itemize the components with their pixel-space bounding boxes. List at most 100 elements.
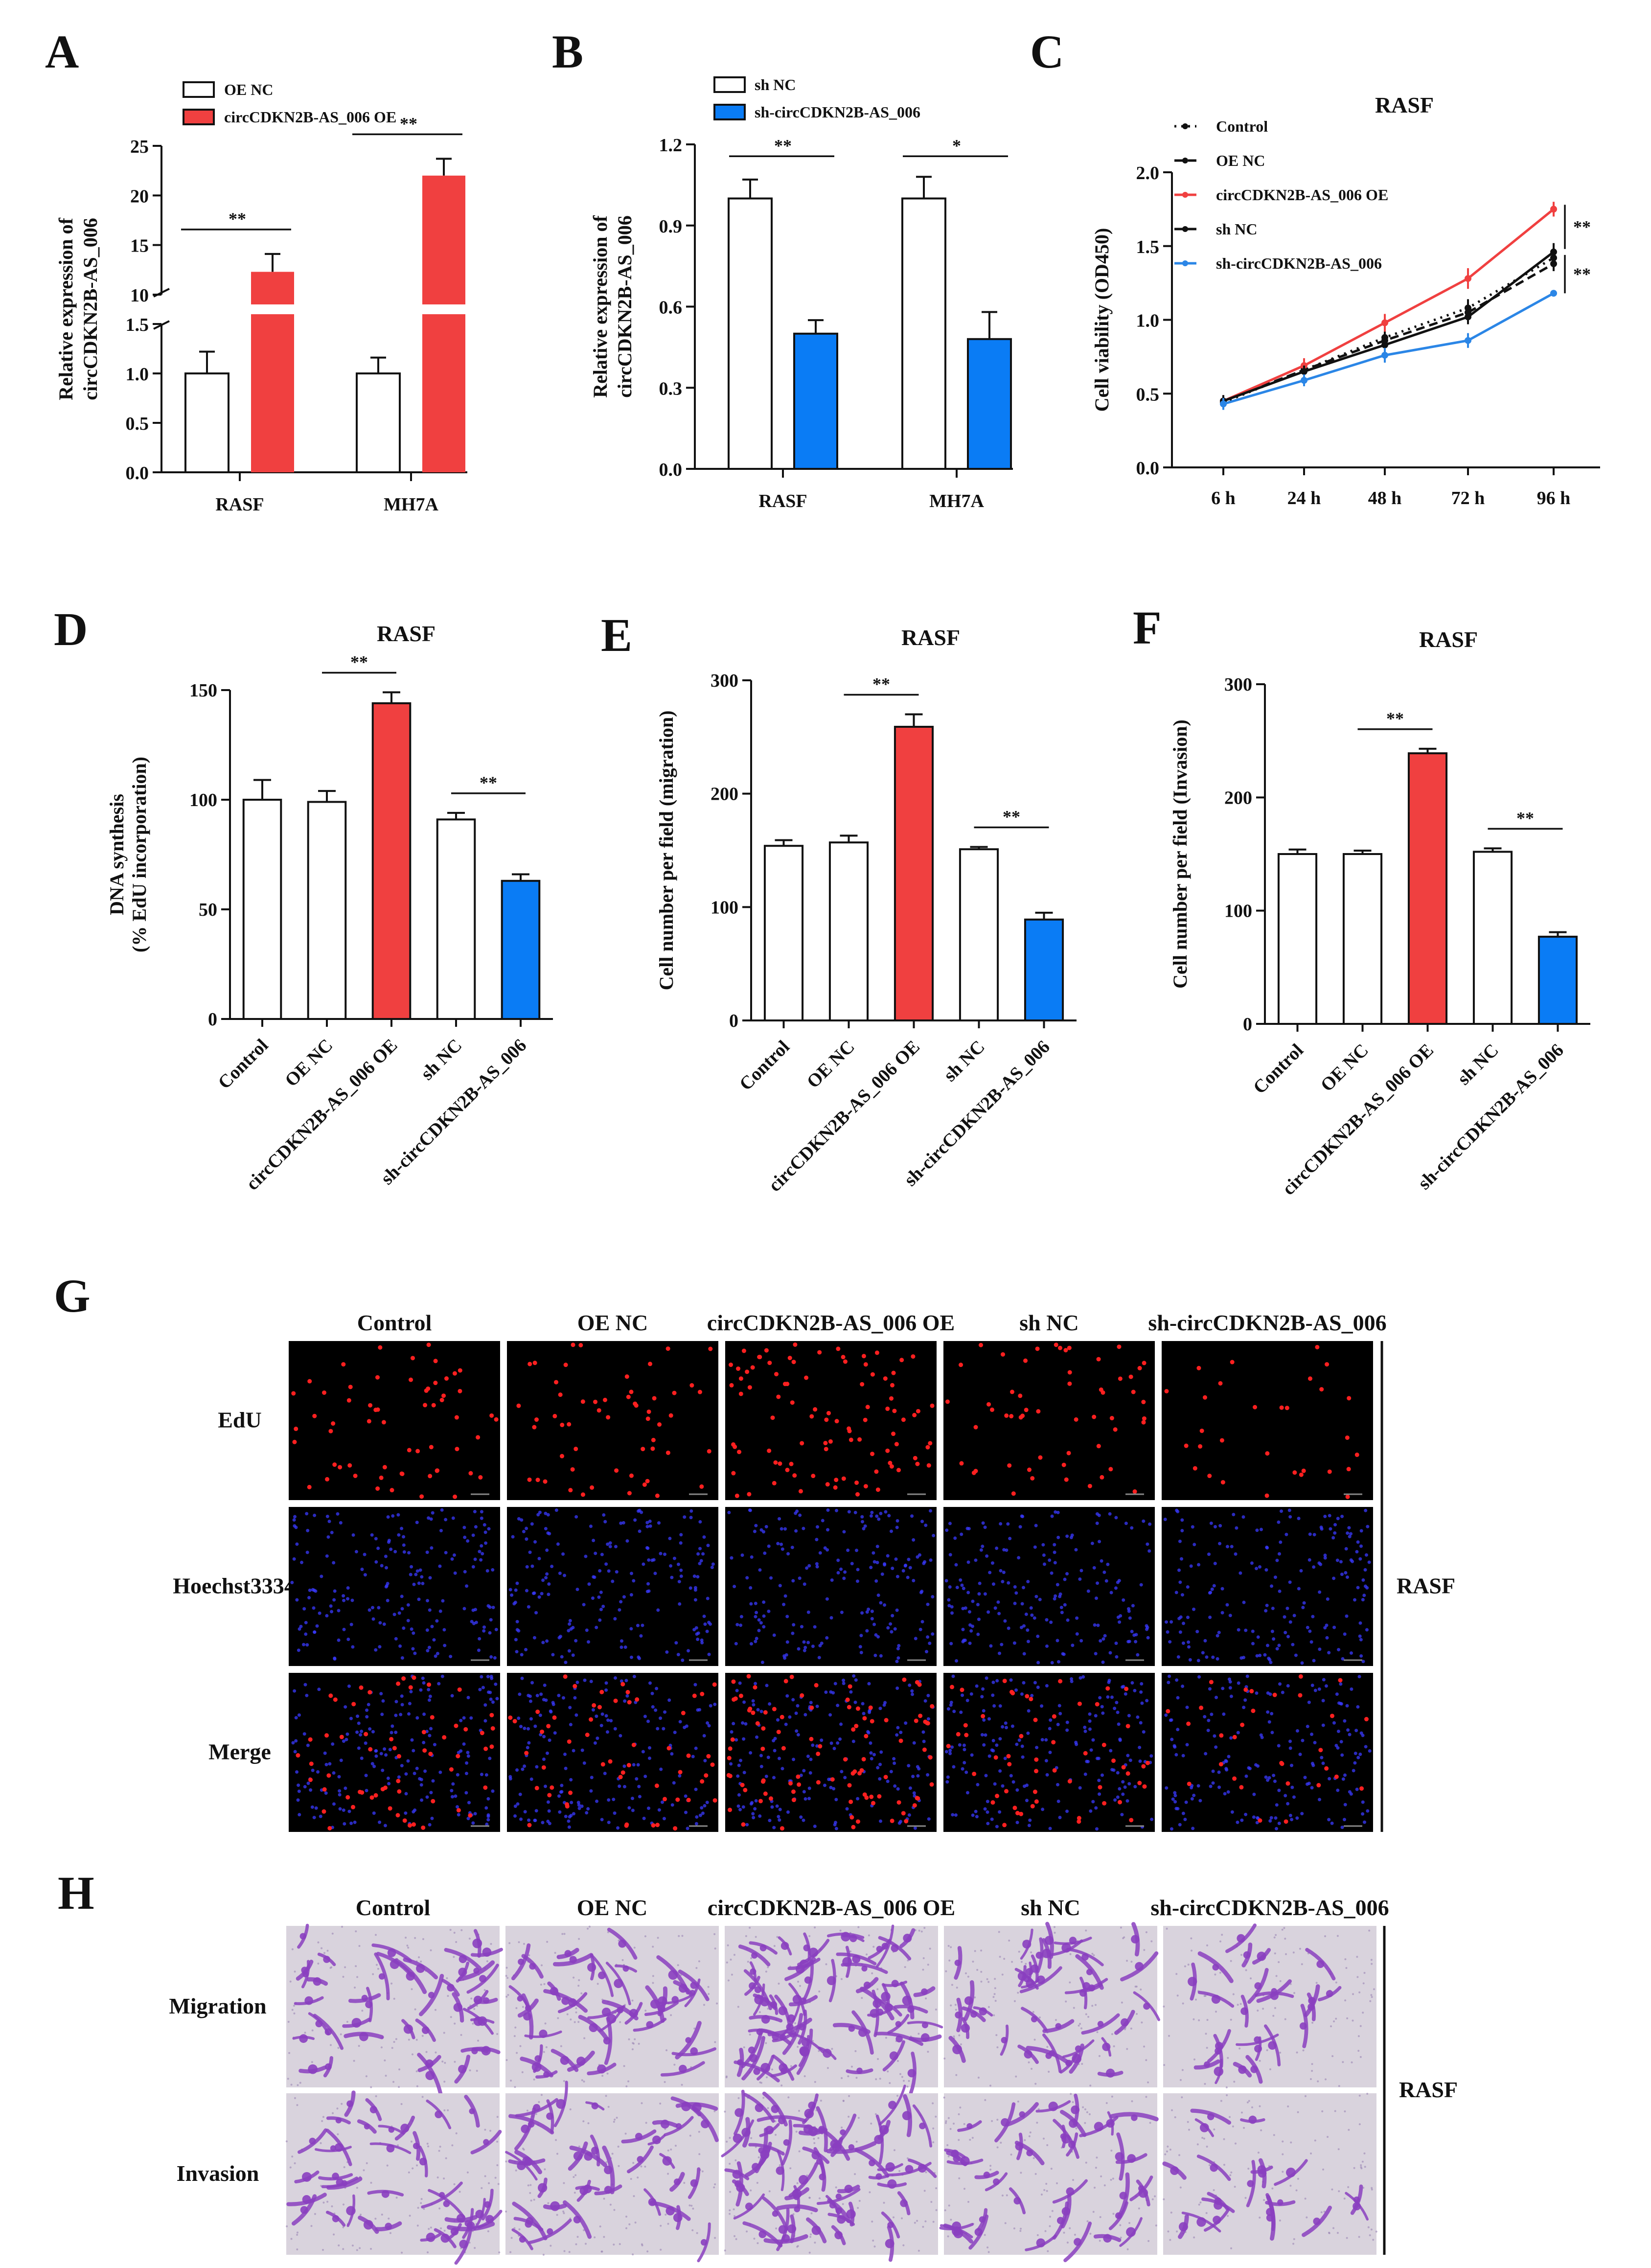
hoechst-nucleus <box>1364 1553 1368 1557</box>
membrane-pore <box>435 2009 437 2011</box>
edu-positive-nucleus <box>666 1746 671 1751</box>
hoechst-nucleus <box>965 1791 969 1795</box>
hoechst-nucleus <box>1348 1535 1352 1539</box>
edu-positive-nucleus <box>780 1714 784 1719</box>
significance-mark: ** <box>1516 808 1534 828</box>
edu-positive-nucleus <box>901 1811 906 1816</box>
membrane-pore <box>850 2065 853 2068</box>
x-tick-label: 96 h <box>1537 488 1571 509</box>
hoechst-nucleus <box>534 1809 538 1813</box>
edu-positive-nucleus <box>760 1746 765 1751</box>
membrane-pore <box>1331 2055 1334 2058</box>
hoechst-nucleus <box>1187 1640 1191 1644</box>
edu-positive-nucleus <box>848 1437 853 1442</box>
hoechst-nucleus <box>302 1643 306 1646</box>
membrane-pore <box>542 2253 545 2256</box>
hoechst-nucleus <box>962 1587 965 1591</box>
hoechst-nucleus <box>1229 1694 1233 1698</box>
hoechst-nucleus <box>1127 1782 1131 1786</box>
edu-positive-nucleus <box>578 1342 583 1347</box>
hoechst-nucleus <box>1048 1827 1052 1830</box>
hoechst-nucleus <box>753 1807 757 1811</box>
membrane-pore <box>1311 2063 1313 2065</box>
hoechst-nucleus <box>1094 1652 1098 1656</box>
hoechst-nucleus <box>963 1761 966 1765</box>
hoechst-nucleus <box>422 1740 426 1744</box>
hoechst-nucleus <box>1332 1721 1336 1725</box>
membrane-pore <box>841 2127 843 2129</box>
edu-positive-nucleus <box>389 1736 394 1741</box>
membrane-pore <box>322 2201 325 2204</box>
edu-positive-nucleus <box>1327 1469 1332 1474</box>
hoechst-nucleus <box>983 1807 987 1811</box>
hoechst-nucleus <box>293 1515 297 1519</box>
hoechst-nucleus <box>1044 1759 1048 1763</box>
membrane-pore <box>994 1987 996 1990</box>
hoechst-nucleus <box>360 1567 364 1571</box>
membrane-pore <box>947 2235 949 2238</box>
cell-body <box>518 1958 525 1965</box>
edu-positive-nucleus <box>338 1465 343 1470</box>
hoechst-nucleus <box>696 1708 700 1712</box>
membrane-pore <box>735 2238 737 2240</box>
hoechst-nucleus <box>659 1767 663 1771</box>
hoechst-nucleus <box>548 1822 551 1826</box>
y-tick-label: 0.0 <box>126 463 149 484</box>
hoechst-nucleus <box>1349 1651 1353 1655</box>
hoechst-nucleus <box>947 1604 951 1608</box>
edu-positive-nucleus <box>747 1492 752 1497</box>
hoechst-nucleus <box>669 1564 673 1568</box>
hoechst-nucleus <box>514 1638 518 1642</box>
hoechst-nucleus <box>302 1607 306 1611</box>
hoechst-nucleus <box>834 1508 838 1512</box>
hoechst-nucleus <box>926 1602 930 1606</box>
membrane-pore <box>766 2076 768 2079</box>
hoechst-nucleus <box>570 1801 573 1805</box>
hoechst-nucleus <box>365 1708 369 1712</box>
hoechst-nucleus <box>515 1581 519 1585</box>
edu-positive-nucleus <box>573 1446 578 1451</box>
hoechst-nucleus <box>1244 1774 1248 1778</box>
membrane-pore <box>1284 2018 1286 2020</box>
edu-positive-nucleus <box>1113 1427 1118 1432</box>
hoechst-nucleus <box>585 1811 589 1815</box>
membrane-pore <box>1020 2172 1022 2174</box>
membrane-pore <box>574 2174 577 2176</box>
membrane-pore <box>1297 2111 1299 2113</box>
edu-positive-nucleus <box>776 1394 781 1399</box>
hoechst-nucleus <box>1215 1634 1219 1638</box>
hoechst-nucleus <box>806 1755 810 1759</box>
membrane-pore <box>969 2138 971 2141</box>
membrane-pore <box>1048 2070 1050 2073</box>
y-tick-label: 2.0 <box>1136 163 1160 184</box>
hoechst-nucleus <box>1049 1718 1053 1722</box>
edu-positive-nucleus <box>1301 1468 1306 1473</box>
hoechst-nucleus <box>464 1772 468 1776</box>
hoechst-nucleus <box>889 1770 893 1774</box>
hoechst-nucleus <box>495 1697 499 1701</box>
hoechst-nucleus <box>1033 1681 1037 1685</box>
hoechst-nucleus <box>530 1564 534 1568</box>
hoechst-nucleus <box>807 1786 811 1790</box>
membrane-pore <box>473 2008 476 2010</box>
hoechst-nucleus <box>694 1822 698 1826</box>
edu-positive-nucleus <box>419 1494 424 1499</box>
hoechst-nucleus <box>1284 1794 1287 1798</box>
hoechst-nucleus <box>1292 1795 1296 1799</box>
cell-body <box>1086 1968 1093 1975</box>
membrane-pore <box>460 2034 462 2036</box>
cell-body <box>770 2001 778 2009</box>
y-tick-label: 0.5 <box>1136 384 1160 405</box>
edu-positive-nucleus <box>776 1730 781 1735</box>
hoechst-nucleus <box>413 1651 417 1655</box>
hoechst-nucleus <box>768 1702 772 1706</box>
membrane-pore <box>440 2227 442 2229</box>
cell-body <box>323 1956 330 1963</box>
hoechst-nucleus <box>549 1709 552 1713</box>
data-point-sh NC <box>1381 341 1388 348</box>
edu-positive-nucleus <box>590 1485 595 1490</box>
membrane-pore <box>876 1988 879 1990</box>
hoechst-nucleus <box>303 1683 307 1687</box>
membrane-pore <box>607 2106 610 2108</box>
y-tick-label: 0.0 <box>1136 458 1160 479</box>
